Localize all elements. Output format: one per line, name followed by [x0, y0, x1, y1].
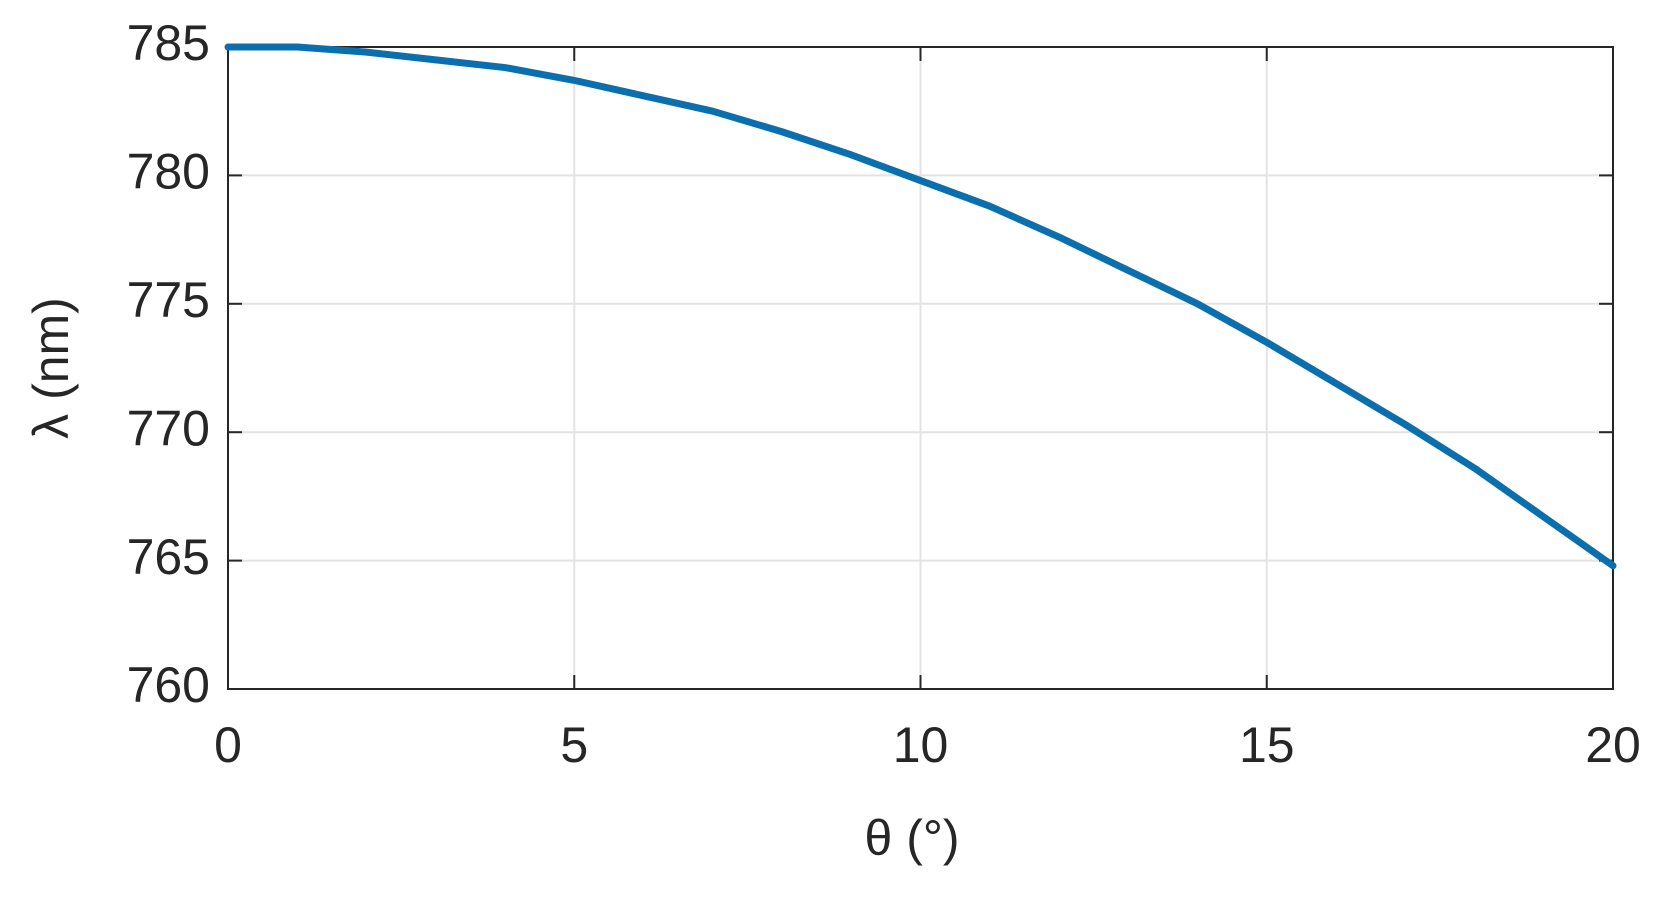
y-tick-label: 775 — [127, 272, 210, 328]
y-tick-label: 760 — [127, 657, 210, 713]
y-axis-label: λ (nm) — [23, 297, 79, 439]
x-tick-label: 10 — [893, 717, 949, 773]
y-tick-label: 770 — [127, 400, 210, 456]
y-tick-label: 765 — [127, 529, 210, 585]
x-axis-label: θ (°) — [865, 810, 960, 866]
x-tick-label: 5 — [560, 717, 588, 773]
x-tick-label: 0 — [214, 717, 242, 773]
y-tick-label: 785 — [127, 15, 210, 71]
x-tick-label: 15 — [1239, 717, 1295, 773]
x-tick-label: 20 — [1585, 717, 1641, 773]
y-tick-label: 780 — [127, 144, 210, 200]
plot-frame — [227, 46, 1614, 690]
data-line — [224, 43, 1617, 570]
